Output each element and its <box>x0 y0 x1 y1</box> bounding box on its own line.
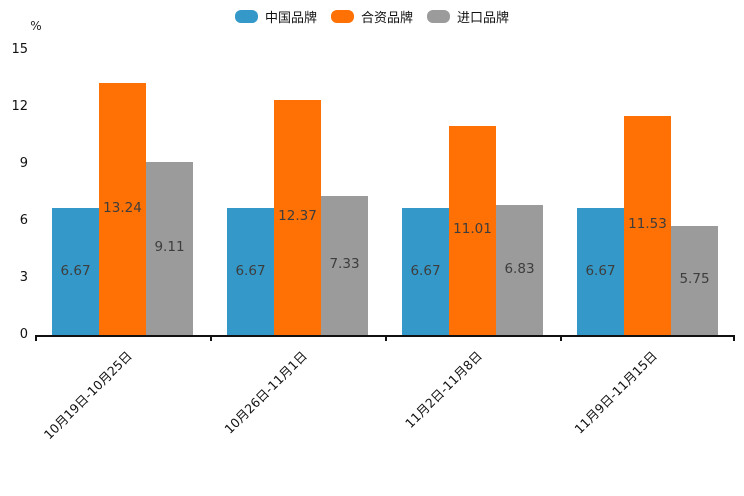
bar-合资品牌-3: 11.53 <box>624 115 671 335</box>
bar-进口品牌-3: 5.75 <box>671 225 718 335</box>
y-tick-label: 3 <box>19 270 28 285</box>
legend-label: 进口品牌 <box>457 11 510 26</box>
x-axis-tick <box>560 335 562 341</box>
plot-area: 6.67 13.24 9.11 6.67 12.37 7.33 6.67 11.01 6.83 6… <box>35 50 735 341</box>
bar-合资品牌-0: 13.24 <box>99 83 146 335</box>
y-axis-unit-label: % <box>30 19 42 33</box>
bar-进口品牌-0: 9.11 <box>146 161 193 335</box>
bar-value-label: 5.75 <box>679 271 710 288</box>
bar-中国品牌-1: 6.67 <box>227 208 274 335</box>
y-tick-label: 12 <box>11 99 28 114</box>
legend-swatch-icon <box>234 10 258 23</box>
legend-label: 中国品牌 <box>264 11 317 26</box>
x-axis-tick <box>35 335 37 341</box>
legend-swatch-icon <box>330 10 354 23</box>
y-tick-label: 0 <box>19 327 28 342</box>
bar-value-label: 6.67 <box>60 262 91 279</box>
legend-label: 合资品牌 <box>360 11 413 26</box>
legend-item-1: 合资品牌 <box>330 7 413 26</box>
y-tick-label: 6 <box>19 213 28 228</box>
bar-合资品牌-1: 12.37 <box>274 99 321 335</box>
bar-value-label: 11.01 <box>453 221 492 238</box>
bar-value-label: 11.53 <box>628 216 667 233</box>
bar-value-label: 7.33 <box>329 256 360 273</box>
x-category-label: 11月9日-11月15日 <box>571 348 661 437</box>
bar-value-label: 12.37 <box>278 208 317 225</box>
legend-item-0: 中国品牌 <box>234 7 317 26</box>
legend-item-2: 进口品牌 <box>427 7 509 26</box>
bar-value-label: 6.67 <box>585 262 616 279</box>
x-axis-tick <box>210 335 212 341</box>
bar-value-label: 6.67 <box>235 262 266 279</box>
legend-swatch-icon <box>427 10 450 23</box>
bar-进口品牌-2: 6.83 <box>496 205 543 335</box>
bar-value-label: 6.83 <box>504 261 535 278</box>
y-tick-label: 9 <box>19 156 28 171</box>
y-tick-label: 15 <box>11 42 28 57</box>
bar-中国品牌-3: 6.67 <box>577 208 624 335</box>
bar-中国品牌-0: 6.67 <box>52 208 99 335</box>
x-category-label: 10月19日-10月25日 <box>41 348 136 443</box>
x-axis-tick <box>733 335 735 341</box>
bar-value-label: 13.24 <box>103 200 142 217</box>
bar-中国品牌-2: 6.67 <box>402 208 449 335</box>
legend: 中国品牌 合资品牌 进口品牌 <box>0 7 744 26</box>
bar-value-label: 9.11 <box>154 239 185 256</box>
x-category-label: 10月26日-11月1日 <box>221 348 311 437</box>
x-category-label: 11月2日-11月8日 <box>402 348 486 432</box>
bar-value-label: 6.67 <box>410 262 441 279</box>
bar-合资品牌-2: 11.01 <box>449 125 496 335</box>
x-axis-tick <box>385 335 387 341</box>
bar-进口品牌-1: 7.33 <box>321 195 368 335</box>
